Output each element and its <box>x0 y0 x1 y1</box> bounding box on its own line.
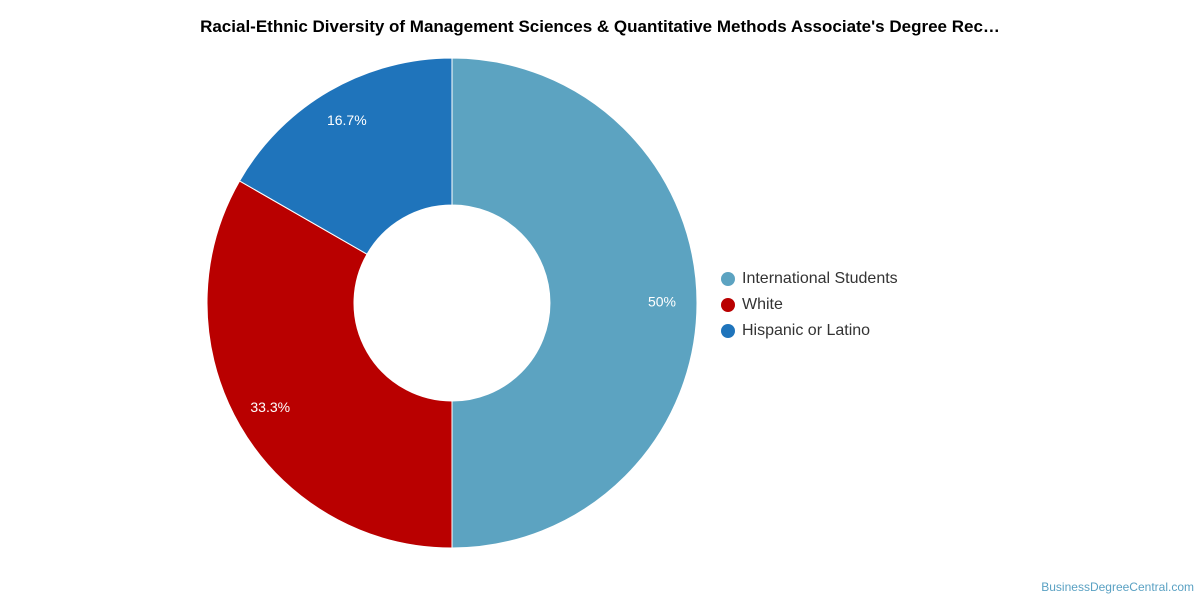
legend-swatch <box>721 298 735 312</box>
watermark-link[interactable]: BusinessDegreeCentral.com <box>1041 580 1194 594</box>
legend-item[interactable]: International Students <box>721 266 898 292</box>
donut-slice-hispanic-or-latino[interactable] <box>238 57 453 255</box>
legend-swatch <box>721 324 735 338</box>
slice-value-label: 33.3% <box>250 399 290 415</box>
legend-label: White <box>742 296 783 313</box>
slice-value-label: 50% <box>648 294 676 310</box>
legend-label: Hispanic or Latino <box>742 322 871 339</box>
legend-item[interactable]: Hispanic or Latino <box>721 318 898 344</box>
donut-slice-white[interactable] <box>206 180 453 549</box>
slice-value-label: 16.7% <box>327 112 367 128</box>
donut-slice-international-students[interactable] <box>451 57 698 549</box>
legend-swatch <box>721 272 735 286</box>
legend-item[interactable]: White <box>721 292 898 318</box>
chart-legend: International Students White Hispanic or L… <box>721 266 898 344</box>
chart-title: Racial-Ethnic Diversity of Management Sc… <box>200 17 1000 36</box>
legend-label: International Students <box>742 270 898 287</box>
